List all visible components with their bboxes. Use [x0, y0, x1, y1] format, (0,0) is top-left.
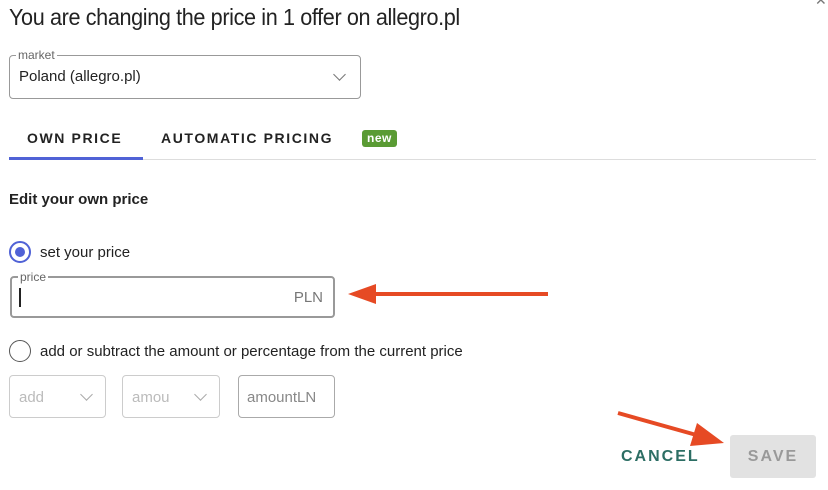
active-tab-indicator	[9, 157, 143, 160]
dialog-title: You are changing the price in 1 offer on…	[9, 4, 460, 30]
amount-input[interactable]: amountLN	[238, 375, 335, 418]
type-select[interactable]: amou	[122, 375, 220, 418]
tab-divider	[9, 159, 816, 160]
market-select[interactable]: market Poland (allegro.pl)	[9, 48, 361, 99]
new-badge: new	[362, 130, 397, 147]
currency-unit: PLN	[293, 289, 323, 306]
arrow-to-price-icon	[348, 284, 548, 304]
market-value: Poland (allegro.pl)	[19, 68, 141, 85]
tab-own-price[interactable]: OWN PRICE	[27, 130, 123, 146]
save-button[interactable]: SAVE	[730, 435, 816, 478]
set-price-radio[interactable]	[9, 241, 31, 263]
close-icon[interactable]: ✕	[815, 0, 827, 8]
text-cursor	[19, 288, 21, 307]
arrow-to-save-icon	[617, 411, 724, 446]
price-input[interactable]: price PLN	[10, 270, 335, 318]
cancel-button[interactable]: CANCEL	[621, 448, 700, 465]
adjust-price-label[interactable]: add or subtract the amount or percentage…	[40, 343, 463, 360]
price-label: price	[18, 270, 49, 284]
set-price-label[interactable]: set your price	[40, 244, 131, 261]
operation-value: add	[19, 389, 45, 406]
section-title: Edit your own price	[9, 191, 149, 208]
market-label: market	[16, 48, 57, 62]
type-value: amou	[132, 389, 170, 406]
amount-placeholder: amountLN	[247, 389, 317, 406]
tab-automatic-pricing[interactable]: AUTOMATIC PRICING	[161, 130, 334, 146]
operation-select[interactable]: add	[9, 375, 106, 418]
adjust-price-radio[interactable]	[9, 340, 31, 362]
